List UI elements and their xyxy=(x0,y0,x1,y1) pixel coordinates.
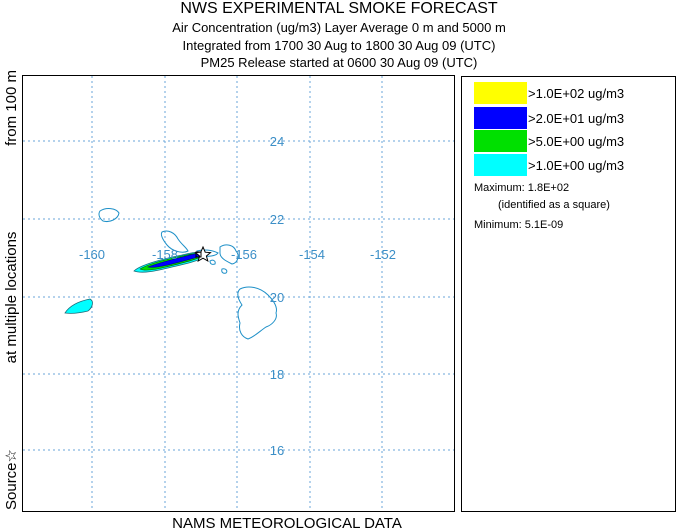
legend-item-1: >1.0E+00 ug/m3 xyxy=(474,154,624,176)
legend-label: >2.0E+01 ug/m3 xyxy=(528,110,625,126)
legend-label: >1.0E+00 ug/m3 xyxy=(528,157,625,173)
subtitle-concentration: Air Concentration (ug/m3) Layer Average … xyxy=(172,20,506,35)
legend-item-20: >2.0E+01 ug/m3 xyxy=(474,107,624,129)
lon-label-152: -152 xyxy=(370,247,396,262)
legend-item-5: >5.0E+00 ug/m3 xyxy=(474,130,624,152)
lon-label-158: -158 xyxy=(152,247,178,262)
island-lanai xyxy=(209,259,216,265)
lon-label-154: -154 xyxy=(299,247,325,262)
subtitle-integration-period: Integrated from 1700 30 Aug to 1800 30 A… xyxy=(182,38,496,53)
legend-label: >1.0E+02 ug/m3 xyxy=(528,85,625,101)
longitude-labels: -160 -158 -156 -154 -152 xyxy=(79,247,396,262)
legend-swatch xyxy=(474,130,527,152)
subtitle-release-start: PM25 Release started at 0600 30 Aug 09 (… xyxy=(200,55,478,70)
legend-minimum: Minimum: 5.1E-09 xyxy=(474,219,564,231)
source-label-part1: Source☆ xyxy=(3,449,20,510)
island-oahu xyxy=(160,230,189,253)
legend-maximum-note: (identified as a square) xyxy=(498,199,610,211)
lat-label-24: 24 xyxy=(270,134,284,149)
legend-swatch xyxy=(474,82,527,104)
meteorological-data-label: NAMS METEOROLOGICAL DATA xyxy=(172,515,402,532)
maximum-square-marker xyxy=(195,251,202,258)
lat-label-18: 18 xyxy=(270,367,284,382)
source-side-label: Source☆ at multiple locations from 100 m xyxy=(0,70,22,510)
legend-label: >5.0E+00 ug/m3 xyxy=(528,133,625,149)
legend-item-100: >1.0E+02 ug/m3 xyxy=(474,82,624,104)
island-kauai xyxy=(98,208,120,222)
lat-label-20: 20 xyxy=(270,290,284,305)
source-label-part3: from 100 m xyxy=(2,70,20,146)
lon-label-156: -156 xyxy=(231,247,257,262)
legend-maximum: Maximum: 1.8E+02 xyxy=(474,182,570,194)
smoke-map: -160 -158 -156 -154 -152 24 22 20 18 16 xyxy=(22,75,455,512)
island-maui xyxy=(219,244,239,265)
map-frame xyxy=(22,75,455,512)
forecast-title: NWS EXPERIMENTAL SMOKE FORECAST xyxy=(180,0,498,17)
latitude-labels: 24 22 20 18 16 xyxy=(270,134,284,458)
legend-swatch xyxy=(474,154,527,176)
island-kahoolawe xyxy=(221,268,228,274)
island-hawaii xyxy=(237,286,277,340)
lat-label-16: 16 xyxy=(270,443,284,458)
lat-label-22: 22 xyxy=(270,212,284,227)
lon-label-160: -160 xyxy=(79,247,105,262)
source-label-part2: at multiple locations xyxy=(2,231,20,364)
concentration-legend: >1.0E+02 ug/m3 >2.0E+01 ug/m3 >5.0E+00 u… xyxy=(461,76,676,512)
legend-swatch xyxy=(474,107,527,129)
smoke-plume-west xyxy=(64,298,93,314)
